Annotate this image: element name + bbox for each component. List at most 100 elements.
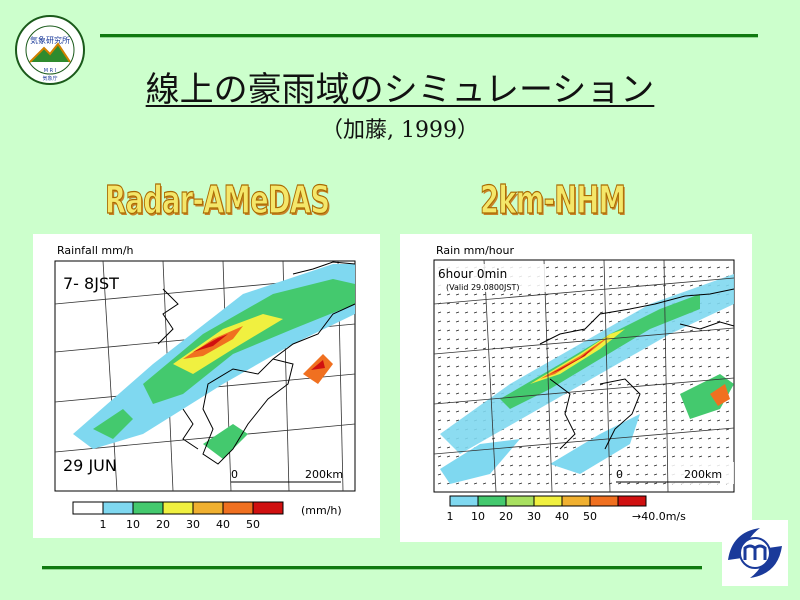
right-legend-tick: 1 <box>447 510 454 523</box>
wind-vector <box>545 302 550 305</box>
left-legend-tick: 10 <box>126 518 140 531</box>
wind-vector <box>662 482 667 485</box>
wind-vector <box>662 464 667 467</box>
wind-vector <box>617 275 622 278</box>
wind-vector <box>563 293 568 296</box>
wind-vector <box>590 329 595 332</box>
wind-vector <box>554 347 559 350</box>
bottom-rule <box>42 566 702 570</box>
wind-vector <box>509 347 514 350</box>
right-map-valid: (Valid 29.0800JST) <box>446 283 519 292</box>
wind-vector <box>617 266 622 269</box>
wind-vector <box>455 482 460 485</box>
wind-vector <box>518 320 523 323</box>
wind-vector <box>599 482 604 485</box>
wind-vector <box>725 455 730 458</box>
wind-vector <box>572 320 577 323</box>
wind-vector <box>725 365 730 368</box>
wind-vector <box>518 419 523 422</box>
wind-vector <box>563 419 568 422</box>
wind-vector <box>572 401 577 404</box>
wind-vector <box>590 302 595 305</box>
wind-vector <box>446 365 451 368</box>
wind-vector <box>644 410 649 413</box>
wind-vector <box>626 275 631 278</box>
wind-vector <box>482 374 487 377</box>
wind-vector <box>689 446 694 449</box>
wind-vector <box>500 482 505 485</box>
wind-vector <box>698 365 703 368</box>
wind-vector <box>671 293 676 296</box>
wind-vector <box>437 482 442 485</box>
wind-vector <box>644 446 649 449</box>
wind-vector <box>635 266 640 269</box>
wind-vector <box>563 401 568 404</box>
left-rain-field <box>73 264 355 459</box>
wind-vector <box>455 374 460 377</box>
wind-vector <box>644 392 649 395</box>
wind-vector <box>653 275 658 278</box>
wind-vector <box>464 482 469 485</box>
wind-vector <box>563 482 568 485</box>
wind-vector <box>545 428 550 431</box>
wind-vector <box>437 347 442 350</box>
wind-vector <box>491 365 496 368</box>
wind-vector <box>518 302 523 305</box>
wind-vector <box>671 347 676 350</box>
wind-vector <box>446 302 451 305</box>
wind-vector <box>716 266 721 269</box>
wind-vector <box>572 266 577 269</box>
wind-vector <box>716 437 721 440</box>
right-legend-tick: 40 <box>555 510 569 523</box>
wind-vector <box>509 374 514 377</box>
wind-vector <box>626 302 631 305</box>
wind-vector <box>653 347 658 350</box>
wind-vector <box>608 419 613 422</box>
wind-vector <box>563 446 568 449</box>
wind-vector <box>563 338 568 341</box>
wind-vector <box>608 293 613 296</box>
wind-vector <box>437 401 442 404</box>
wind-vector <box>446 356 451 359</box>
wind-vector <box>617 473 622 476</box>
right-map-origin: 0 <box>616 468 623 481</box>
wind-vector <box>716 446 721 449</box>
wind-vector <box>644 464 649 467</box>
wind-vector <box>590 473 595 476</box>
wind-vector <box>608 302 613 305</box>
wind-vector <box>590 284 595 287</box>
wind-vector <box>635 374 640 377</box>
wind-vector <box>608 275 613 278</box>
wind-vector <box>473 311 478 314</box>
wind-vector <box>581 383 586 386</box>
wind-vector <box>626 482 631 485</box>
right-legend: 1 10 20 30 40 50 →40.0m/s <box>447 495 686 523</box>
wind-vector <box>680 419 685 422</box>
wind-vector <box>518 365 523 368</box>
wind-vector <box>500 320 505 323</box>
wind-vector <box>707 446 712 449</box>
wind-vector <box>707 347 712 350</box>
logo-line3: 気象庁 <box>42 75 57 82</box>
wind-vector <box>680 284 685 287</box>
wind-vector <box>662 401 667 404</box>
wind-vector <box>518 428 523 431</box>
wind-vector <box>554 302 559 305</box>
left-legend-tick: 50 <box>246 518 260 531</box>
wind-vector <box>500 437 505 440</box>
wind-vector <box>680 347 685 350</box>
wind-vector <box>455 392 460 395</box>
wind-vector <box>554 284 559 287</box>
wind-vector <box>545 311 550 314</box>
wind-vector <box>509 356 514 359</box>
wind-vector <box>626 392 631 395</box>
wind-vector <box>635 464 640 467</box>
wind-vector <box>572 275 577 278</box>
wind-vector <box>446 455 451 458</box>
wind-vector <box>680 275 685 278</box>
wind-vector <box>635 293 640 296</box>
logo-line1: 気象研究所 <box>30 35 70 45</box>
wind-vector <box>437 365 442 368</box>
wind-vector <box>716 455 721 458</box>
wind-vector <box>554 275 559 278</box>
